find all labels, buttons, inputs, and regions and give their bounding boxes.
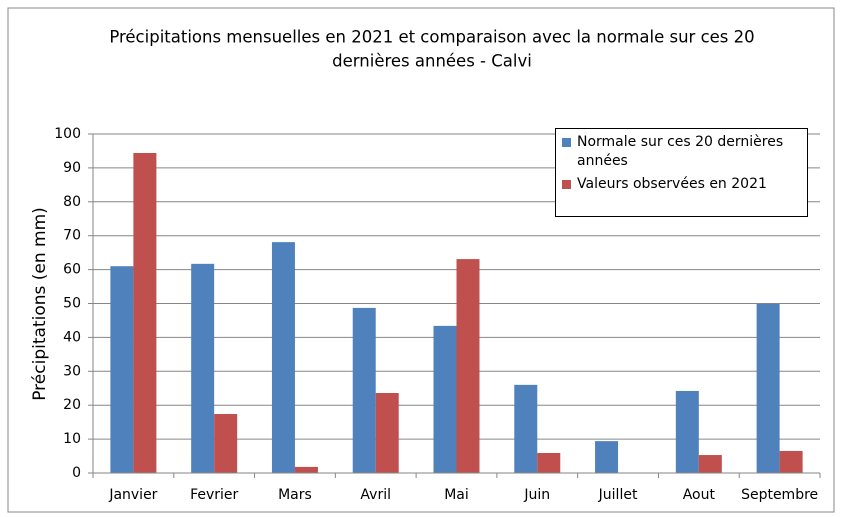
bar [537,452,561,473]
bar [191,263,215,473]
bar [294,466,318,473]
bar [433,325,457,473]
y-tick-label: 80 [63,194,81,210]
y-tick-label: 10 [63,431,81,447]
x-tick-label: Aout [683,487,716,503]
legend-label: Valeurs observées en 2021 [577,176,767,192]
y-tick-label: 90 [63,160,81,176]
bar [595,441,619,473]
y-tick-label: 0 [72,465,81,481]
x-tick-label: Juin [523,487,550,503]
bar [133,152,157,473]
y-tick-label: 100 [54,126,81,142]
y-axis-label: Précipitations (en mm) [30,207,50,401]
x-tick-label: Septembre [741,487,818,503]
x-tick-label: Mars [278,487,312,503]
legend-entry: Valeurs observées en 2021 [562,175,801,194]
y-tick-label: 40 [63,329,81,345]
bar [698,455,722,473]
bar [271,242,295,473]
x-tick-label: Mai [444,487,469,503]
y-tick-label: 30 [63,363,81,379]
bar [675,390,699,473]
bar [110,266,134,473]
x-tick-label: Janvier [108,487,157,503]
x-tick-label: Fevrier [190,487,238,503]
bar [456,259,480,473]
y-tick-label: 20 [63,397,81,413]
legend-entry: Normale sur ces 20 dernières années [562,133,801,171]
x-tick-label: Avril [360,487,391,503]
legend: Normale sur ces 20 dernières années Valeu… [555,128,808,217]
chart-title: dernières années - Calvi [332,52,532,71]
legend-swatch [562,180,571,189]
y-tick-label: 50 [63,296,81,312]
legend-swatch [562,138,571,147]
chart-title: Précipitations mensuelles en 2021 et com… [109,28,754,47]
bar [756,303,780,473]
bar [514,384,538,473]
x-tick-label: Juillet [598,487,638,503]
bar [214,414,238,473]
y-tick-label: 60 [63,262,81,278]
bar [779,450,803,473]
chart-frame [7,7,835,513]
bar [375,392,399,473]
legend-label: Normale sur ces 20 dernières années [577,134,784,169]
y-tick-label: 70 [63,228,81,244]
bar [352,307,376,473]
